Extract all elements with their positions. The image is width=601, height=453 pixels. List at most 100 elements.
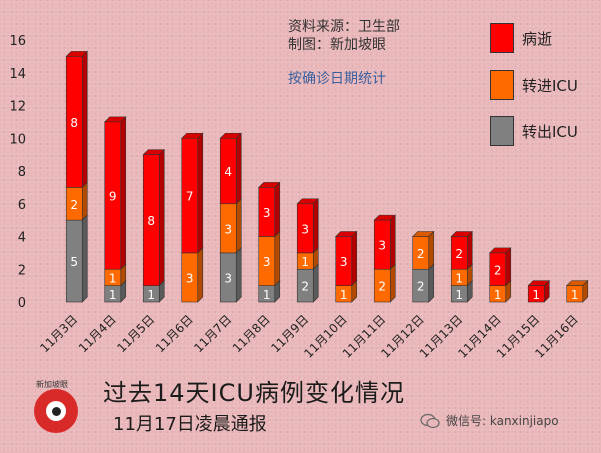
logo-text: 新加坡眼 — [36, 380, 68, 389]
bar-value-label: 2 — [417, 247, 425, 261]
bar-value-label: 1 — [455, 271, 463, 285]
bar-segment-side — [351, 230, 358, 287]
bar-segment-side — [505, 247, 512, 287]
bar-deaths — [450, 236, 468, 270]
bar-value-label: 1 — [301, 255, 309, 269]
bar-value-label: 1 — [571, 288, 579, 302]
bar-value-label: 7 — [186, 190, 194, 204]
legend-deaths-label: 病逝 — [522, 29, 553, 48]
bar-segment-side — [312, 198, 319, 254]
footer-title: 过去14天ICU病例变化情况 — [103, 379, 405, 407]
bar-value-label: 3 — [378, 239, 386, 253]
bar-segment-side — [428, 263, 435, 303]
bar-value-label: 3 — [263, 206, 271, 220]
bar-to-icu — [412, 236, 430, 270]
x-tick-label: 11月8日 — [230, 312, 273, 355]
y-tick-label: 12 — [9, 100, 26, 115]
bar-value-label: 3 — [263, 255, 271, 269]
bar-value-label: 1 — [263, 288, 271, 302]
bar-segment-side — [389, 263, 396, 303]
bar-value-label: 1 — [455, 288, 463, 302]
x-tick-label: 11月3日 — [37, 312, 80, 355]
bar-value-label: 2 — [494, 263, 502, 277]
bar-value-label: 1 — [532, 288, 540, 302]
source-note: 资料来源：卫生部 — [288, 19, 400, 35]
bar-segment-side — [81, 50, 88, 189]
bar-value-label: 1 — [147, 288, 155, 302]
bar-value-label: 3 — [224, 222, 232, 236]
bar-value-label: 1 — [109, 271, 117, 285]
bar-value-label: 3 — [301, 222, 309, 236]
method-note: 按确诊日期统计 — [288, 71, 386, 87]
bar-value-label: 2 — [417, 280, 425, 294]
y-tick-label: 4 — [18, 231, 26, 246]
bar-deaths — [335, 236, 353, 286]
bar-value-label: 2 — [378, 280, 386, 294]
bar-deaths — [527, 285, 545, 303]
bar-value-label: 3 — [340, 255, 348, 269]
bar-deaths — [373, 219, 391, 270]
bar-segment-side — [428, 230, 435, 270]
maker-note: 制图：新加坡眼 — [288, 37, 386, 53]
bar-deaths — [219, 137, 237, 205]
bar-value-label: 1 — [494, 288, 502, 302]
bar-segment-side — [274, 181, 281, 238]
legend-from-icu: 转出ICU — [490, 116, 578, 146]
legend-to-icu-label: 转进ICU — [522, 76, 578, 95]
bar-value-label: 2 — [70, 198, 78, 212]
bar-deaths — [104, 121, 122, 270]
wechat-icon — [420, 413, 440, 428]
wechat-id: 微信号: kanxinjiapo — [446, 414, 559, 428]
x-tick-label: 11月4日 — [76, 312, 119, 355]
y-tick-label: 8 — [18, 165, 26, 180]
bar-segment-side — [120, 116, 127, 270]
bar-value-label: 8 — [70, 116, 78, 130]
bar-value-label: 5 — [70, 255, 78, 269]
bar-segment-side — [312, 263, 319, 303]
wechat-watermark: 微信号: kanxinjiapo — [420, 412, 559, 429]
bar-segment-side — [389, 214, 396, 270]
bar-to-icu — [566, 285, 584, 303]
x-tick-label: 11月6日 — [153, 312, 196, 355]
y-tick-label: 6 — [18, 198, 26, 213]
bar-deaths — [142, 154, 160, 286]
legend-to-icu: 转进ICU — [490, 70, 578, 100]
bar-value-label: 4 — [224, 165, 232, 179]
x-tick-label: 11月7日 — [191, 312, 234, 355]
bar-value-label: 2 — [455, 247, 463, 261]
bar-deaths — [65, 56, 83, 188]
y-tick-label: 0 — [18, 296, 26, 311]
bar-deaths — [489, 252, 507, 286]
legend-from-icu-swatch — [490, 116, 514, 146]
x-tick-label: 11月5日 — [114, 312, 157, 355]
y-tick-label: 2 — [18, 263, 26, 278]
bar-segment-side — [274, 230, 281, 287]
bar-value-label: 1 — [340, 288, 348, 302]
bar-value-label: 1 — [109, 288, 117, 302]
legend-deaths-swatch — [490, 23, 514, 53]
bar-value-label: 8 — [147, 214, 155, 228]
bar-deaths — [296, 203, 314, 254]
bar-segment-side — [197, 247, 204, 303]
bar-segment-side — [466, 230, 473, 270]
y-tick-label: 10 — [9, 132, 26, 147]
bar-value-label: 2 — [301, 280, 309, 294]
bar-segment-side — [235, 132, 242, 205]
y-tick-label: 14 — [9, 67, 26, 82]
brand-logo: 新加坡眼 — [30, 379, 86, 441]
bar-segment-side — [158, 148, 165, 287]
bar-value-label: 3 — [186, 271, 194, 285]
y-tick-label: 16 — [9, 34, 26, 49]
bar-value-label: 9 — [109, 190, 117, 204]
bar-deaths — [258, 187, 276, 237]
bar-value-label: 3 — [224, 271, 232, 285]
bar-segment-side — [197, 132, 204, 254]
footer-subtitle: 11月17日凌晨通报 — [113, 414, 267, 435]
bar-deaths — [181, 137, 199, 254]
legend-deaths: 病逝 — [490, 23, 552, 53]
legend-to-icu-swatch — [490, 70, 514, 100]
legend-from-icu-label: 转出ICU — [522, 122, 578, 141]
bar-segment-side — [81, 214, 88, 303]
bar-segment-side — [235, 247, 242, 303]
